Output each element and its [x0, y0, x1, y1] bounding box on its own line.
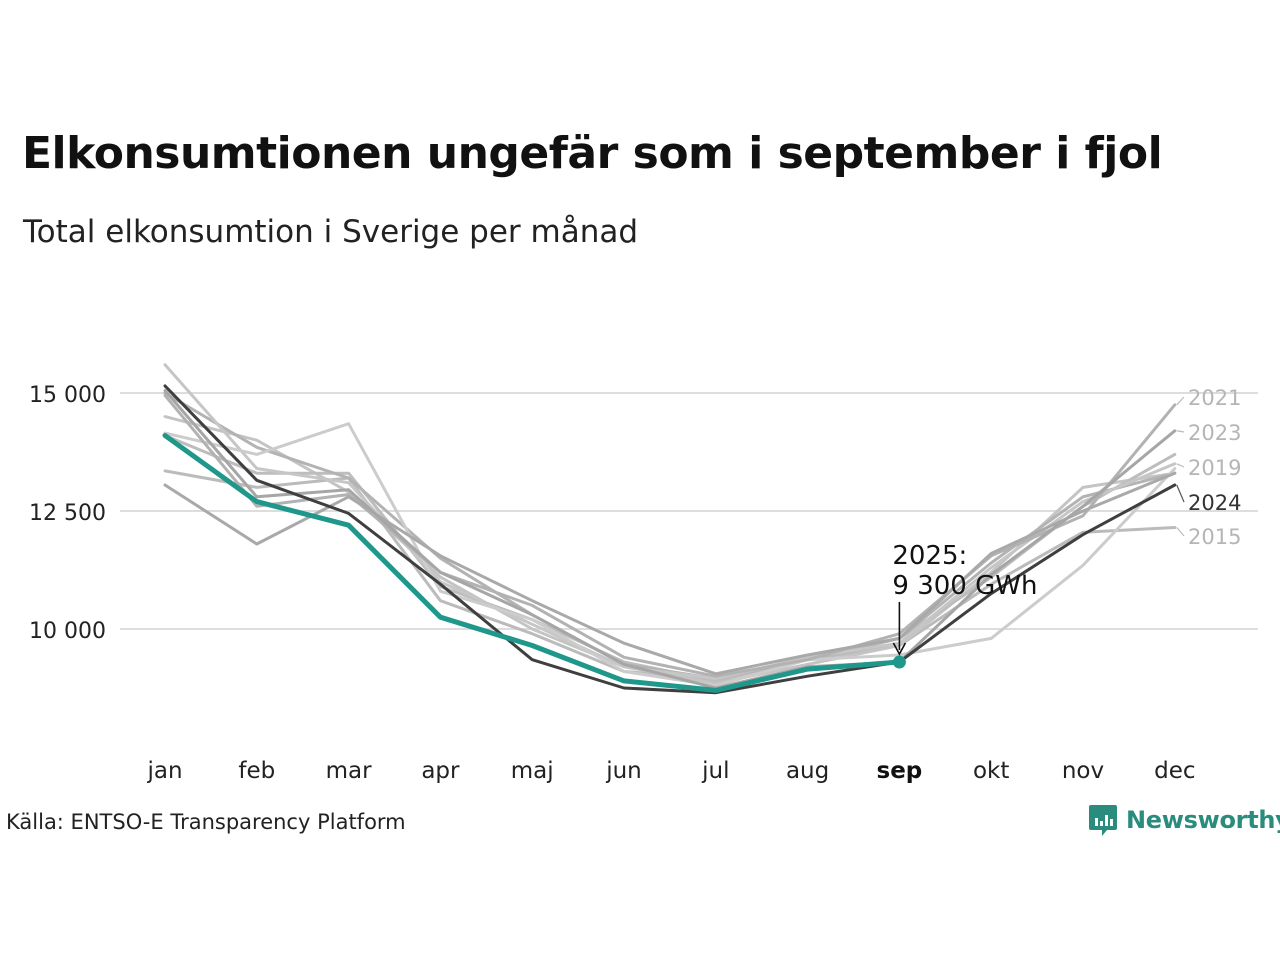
series-line-2025 [162, 433, 902, 693]
series-label-2015: 2015 [1188, 525, 1241, 549]
series-lines [162, 363, 1177, 695]
y-tick-label: 12 500 [29, 501, 106, 526]
x-tick-label: sep [877, 758, 923, 784]
newsworthy-logo-icon [1089, 805, 1117, 836]
annotation: 2025:9 300 GWh [892, 541, 1037, 669]
chart-subtitle: Total elkonsumtion i Sverige per månad [23, 214, 639, 250]
x-tick-label: jan [146, 758, 182, 784]
annotation-arrow-head [892, 642, 907, 656]
series-line-2023 [163, 389, 1177, 690]
x-tick-label: mar [326, 758, 372, 784]
x-tick-label: jul [701, 758, 729, 784]
brand-name: Newsworthy [1126, 806, 1280, 834]
series-label-leader [1176, 527, 1185, 537]
series-label-2019: 2019 [1188, 456, 1241, 480]
series-line-2021 [163, 393, 1177, 678]
x-tick-label: apr [421, 758, 460, 784]
series-label-2024: 2024 [1188, 491, 1241, 515]
series-label-leader [1176, 463, 1185, 468]
series-labels: 2015 2019 2021 2023 2024 [1176, 386, 1241, 549]
series-line-2017 [163, 434, 1177, 683]
series-label-leader [1176, 430, 1185, 433]
annotation-line-1: 2025: [892, 541, 967, 571]
annotation-point [892, 655, 906, 669]
series-line-2024 [163, 384, 1177, 695]
series-line-2019 [163, 363, 1177, 681]
chart-title: Elkonsumtionen ungefär som i september i… [22, 128, 1163, 179]
x-tick-label: dec [1154, 758, 1195, 784]
x-tick-label: aug [786, 758, 829, 784]
series-line-2020 [163, 422, 1177, 688]
y-tick-label: 15 000 [29, 383, 106, 408]
series-line-2022 [163, 471, 1177, 676]
x-tick-label: okt [973, 758, 1009, 784]
x-axis-ticks: jan feb mar apr maj jun jul aug sep okt nov dec [146, 758, 1195, 784]
x-tick-label: jun [605, 758, 642, 784]
source-note: Källa: ENTSO-E Transparency Platform [6, 810, 406, 834]
y-axis-ticks: 10 000 12 500 15 000 [29, 383, 106, 644]
series-label-2021: 2021 [1188, 386, 1241, 410]
y-tick-label: 10 000 [29, 619, 106, 644]
x-tick-label: nov [1062, 758, 1104, 784]
annotation-line-2: 9 300 GWh [892, 571, 1037, 601]
x-tick-label: maj [511, 758, 554, 784]
series-label-leader [1176, 484, 1185, 503]
series-label-leader [1176, 396, 1185, 406]
x-tick-label: feb [238, 758, 275, 784]
newsworthy-logo[interactable]: Newsworthy [1088, 803, 1280, 837]
series-label-2023: 2023 [1188, 421, 1241, 445]
